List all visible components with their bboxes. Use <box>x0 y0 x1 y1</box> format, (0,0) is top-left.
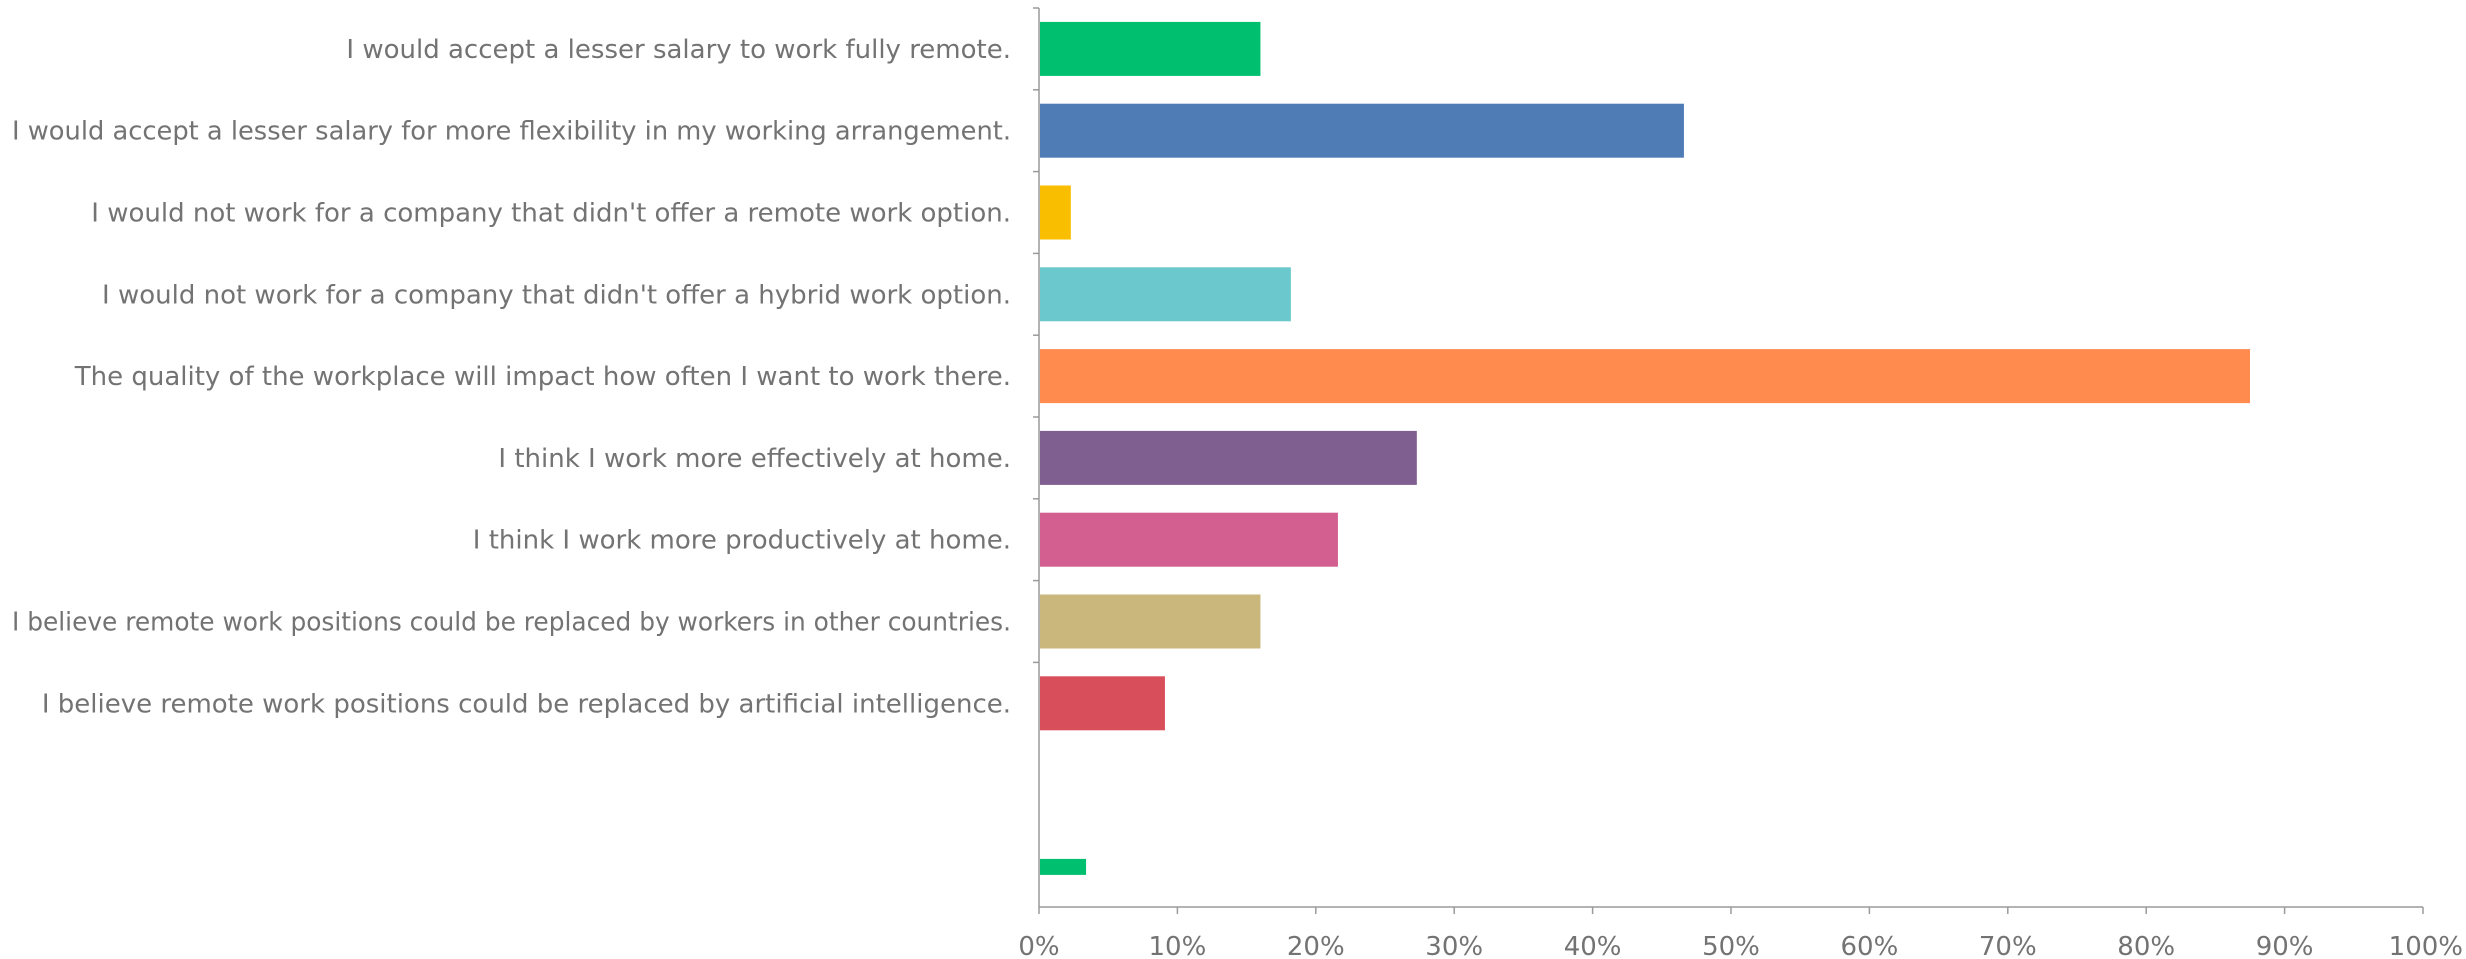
category-label-3: I would not work for a company that didn… <box>91 199 1011 229</box>
category-label-9: I believe remote work positions could be… <box>42 689 1011 719</box>
bar-5 <box>1040 349 2250 404</box>
x-ticks-group: 0% 10% 20% 30% 40% 50% 60% 70% 80% 90% 100% <box>1018 907 2463 959</box>
category-label-5: The quality of the workplace will impact… <box>74 362 1011 392</box>
x-tick-label-7: 70% <box>1979 932 2037 959</box>
x-tick-label-9: 90% <box>2256 932 2314 959</box>
bar-2 <box>1040 103 1684 158</box>
bar-7 <box>1040 512 1338 567</box>
bar-6 <box>1040 430 1417 485</box>
bars-group <box>1040 21 2250 875</box>
x-tick-label-2: 20% <box>1287 932 1345 959</box>
bar-8 <box>1040 594 1261 649</box>
bar-3 <box>1040 185 1071 240</box>
bar-9 <box>1040 676 1165 731</box>
bar-11 <box>1040 858 1087 875</box>
category-labels-group: I would accept a lesser salary to work f… <box>12 7 1039 719</box>
category-label-2: I would accept a lesser salary for more … <box>12 117 1011 147</box>
category-label-8: I believe remote work positions could be… <box>12 608 1011 638</box>
category-label-1: I would accept a lesser salary to work f… <box>346 35 1011 65</box>
x-tick-label-3: 30% <box>1425 932 1483 959</box>
x-tick-label-8: 80% <box>2117 932 2175 959</box>
x-tick-label-5: 50% <box>1702 932 1760 959</box>
bar-4 <box>1040 267 1291 322</box>
x-tick-label-6: 60% <box>1841 932 1899 959</box>
bar-1 <box>1040 21 1261 76</box>
x-tick-label-10: 100% <box>2389 932 2463 959</box>
category-label-7: I think I work more productively at home… <box>473 526 1011 556</box>
x-tick-label-4: 40% <box>1564 932 1622 959</box>
category-label-6: I think I work more effectively at home. <box>498 444 1011 474</box>
x-tick-label-0: 0% <box>1018 932 1059 959</box>
category-label-4: I would not work for a company that didn… <box>102 280 1011 310</box>
x-tick-label-1: 10% <box>1149 932 1207 959</box>
